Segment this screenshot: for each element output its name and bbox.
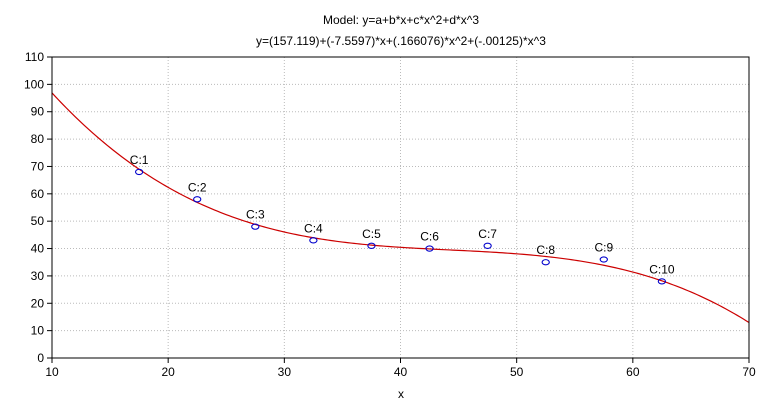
data-point [134,168,144,176]
data-point-label: C:7 [478,227,497,241]
data-point [541,259,550,266]
y-tick-label: 60 [31,187,45,201]
y-tick-label: 50 [31,214,45,228]
y-tick-label: 90 [31,105,45,119]
y-tick-label: 70 [31,159,45,173]
fit-curve-layer [51,92,750,324]
x-tick-label: 30 [278,365,292,379]
data-points-layer: C:1 C:2 C:3 C:4 C:5 C:6 C:7 C:8 C:9 C:10 [130,153,675,285]
data-point [193,196,202,203]
x-axis-label: x [398,387,404,401]
y-tick-label: 80 [31,132,45,146]
x-tick-label: 20 [161,365,175,379]
data-point-label: C:9 [594,240,613,254]
grid-lines [52,57,749,358]
data-point [367,242,376,249]
data-point-label: C:6 [420,230,439,244]
data-point [657,278,667,285]
y-tick-label: 100 [24,77,44,91]
fit-curve-line [51,92,750,324]
x-tick-label: 50 [510,365,524,379]
data-point [483,242,492,249]
y-tick-label: 30 [31,269,45,283]
data-point-label: C:2 [188,180,207,194]
data-point-label: C:3 [246,208,265,222]
data-point-label: C:8 [536,243,555,257]
x-tick-label: 60 [626,365,640,379]
data-point-label: C:10 [649,262,675,276]
chart-title: Model: y=a+b*x+c*x^2+d*x^3 [323,13,479,27]
y-tick-label: 40 [31,242,45,256]
data-point [309,237,318,244]
data-point [425,245,434,252]
data-point-label: C:1 [130,153,149,167]
y-tick-label: 0 [37,351,44,365]
y-tick-label: 110 [25,50,44,64]
data-point-label: C:5 [362,227,381,241]
y-tick-label: 10 [31,324,45,338]
x-tick-label: 10 [45,365,59,379]
x-tick-label: 70 [742,365,756,379]
y-tick-label: 20 [31,296,45,310]
x-tick-label: 40 [394,365,408,379]
chart-subtitle: y=(157.119)+(-7.5597)*x+(.166076)*x^2+(-… [256,34,546,48]
data-point-label: C:4 [304,221,323,235]
data-point [251,223,260,230]
data-point [599,256,608,263]
